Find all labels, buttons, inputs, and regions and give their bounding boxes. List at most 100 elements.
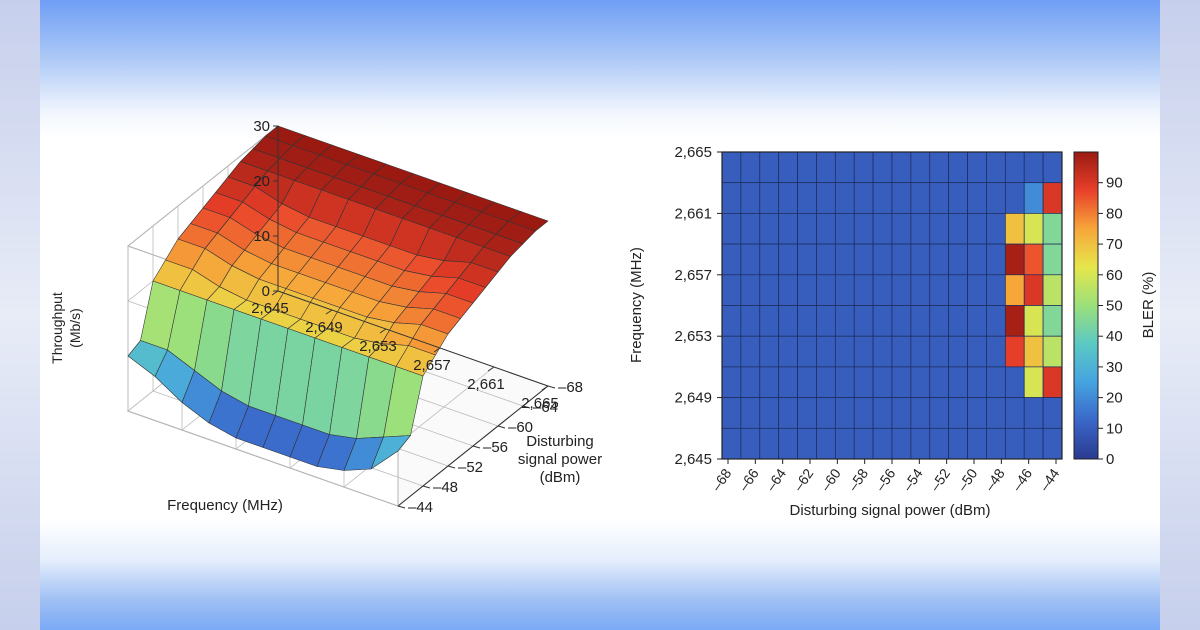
heatmap-cell (910, 366, 931, 398)
heatmap-cell (778, 243, 798, 276)
right-margin (1160, 0, 1200, 630)
left-margin (0, 0, 40, 630)
power-tick (497, 425, 506, 429)
heatmap-cell (948, 427, 968, 460)
heatmap-cell (797, 366, 817, 398)
power-tick-label: –56 (483, 439, 508, 456)
heatmap-cell (853, 366, 874, 398)
heatmap-cell (778, 335, 798, 368)
heatmap-cell (759, 397, 780, 429)
heatmap-cell (740, 151, 761, 184)
heatmap-cell (986, 182, 1006, 214)
frequency-tick-label: 2,665 (674, 144, 712, 161)
heatmap-cell (929, 182, 950, 214)
frequency-axis-title: Frequency (MHz) (628, 247, 645, 363)
throughput-tick-label: 10 (253, 228, 270, 245)
heatmap-cell (853, 243, 874, 276)
heatmap-cell (1023, 397, 1044, 429)
power-tick (447, 465, 456, 469)
heatmap-cell (929, 213, 950, 245)
heatmap-cell (967, 335, 987, 368)
throughput-tick-label: 20 (253, 173, 270, 190)
heatmap-cell (986, 213, 1006, 245)
colorbar-tick-label: 40 (1106, 328, 1123, 345)
frequency-tick-label: 2,657 (413, 357, 451, 374)
heatmap-cell (1023, 182, 1044, 214)
heatmap-cell (891, 274, 912, 306)
heatmap-cell (872, 151, 893, 184)
heatmap-cell (834, 243, 855, 276)
colorbar-title: BLER (%) (1140, 272, 1157, 339)
heatmap-cell (910, 397, 931, 429)
throughput-axis-title-line: Throughput (49, 292, 65, 364)
heatmap-cell (834, 274, 855, 306)
heatmap-cell (759, 274, 780, 306)
heatmap-cell (948, 335, 968, 368)
heatmap-cell (853, 397, 874, 429)
heatmap-cell (1004, 182, 1025, 214)
heatmap-cell (872, 366, 893, 398)
heatmap-cell (967, 213, 987, 245)
heatmap-cell (1023, 274, 1044, 306)
heatmap-cell (778, 305, 798, 337)
heatmap-cell (721, 274, 742, 306)
power-tick-label: –66 (735, 465, 762, 493)
heatmap-cell (1042, 397, 1063, 429)
heatmap-cell (872, 274, 893, 306)
colorbar-tick-label: 70 (1106, 236, 1123, 253)
heatmap-cell (740, 213, 761, 245)
heatmap-cell (778, 397, 798, 429)
heatmap-cell (929, 243, 950, 276)
heatmap-cell (721, 427, 742, 460)
heatmap-cell (986, 366, 1006, 398)
colorbar-tick-label: 0 (1106, 451, 1114, 468)
heatmap-cell (986, 305, 1006, 337)
heatmap-cell (853, 335, 874, 368)
heatmap-cell (740, 397, 761, 429)
heatmap-cell (986, 427, 1006, 460)
heatmap-cell (967, 274, 987, 306)
power-tick-label: –68 (558, 379, 583, 396)
heatmap-cell (1042, 305, 1063, 337)
heatmap-cell (759, 182, 780, 214)
heatmap-cell (778, 213, 798, 245)
power-tick (547, 385, 556, 389)
heatmap-cell (929, 427, 950, 460)
heatmap-cell (1042, 335, 1063, 368)
power-tick (522, 405, 531, 409)
power-axis-title-line: (dBm) (540, 469, 581, 486)
heatmap-cell (891, 366, 912, 398)
heatmap-cell (891, 213, 912, 245)
frequency-axis-line (277, 290, 549, 387)
heatmap-cell (872, 182, 893, 214)
heatmap-cell (1042, 151, 1063, 184)
frequency-tick-label: 2,665 (521, 395, 559, 412)
heatmap-cell (1042, 243, 1063, 276)
heatmap-cell (910, 182, 931, 214)
heatmap-cell (967, 305, 987, 337)
heatmap-cell (1023, 243, 1044, 276)
heatmap-cell (721, 243, 742, 276)
colorbar-tick-label: 80 (1106, 205, 1123, 222)
heatmap-cell (797, 427, 817, 460)
heatmap-cell (948, 274, 968, 306)
heatmap-cell (740, 182, 761, 214)
heatmap-cell (759, 213, 780, 245)
heatmap-cell (948, 213, 968, 245)
heatmap-cell (967, 366, 987, 398)
heatmap-cell (740, 366, 761, 398)
heatmap-cell (740, 427, 761, 460)
heatmap-cell (948, 151, 968, 184)
heatmap-cell (910, 151, 931, 184)
heatmap-cell (1023, 151, 1044, 184)
heatmap-cell (853, 182, 874, 214)
heatmap-cell (834, 305, 855, 337)
frequency-tick-label: 2,649 (305, 319, 343, 336)
heatmap-cell (891, 243, 912, 276)
heatmap-cell (1004, 397, 1025, 429)
power-tick-label: –60 (508, 419, 533, 436)
heatmap-cell (891, 182, 912, 214)
heatmap-cell (986, 243, 1006, 276)
heatmap-cell (834, 397, 855, 429)
heatmap-cell (910, 213, 931, 245)
